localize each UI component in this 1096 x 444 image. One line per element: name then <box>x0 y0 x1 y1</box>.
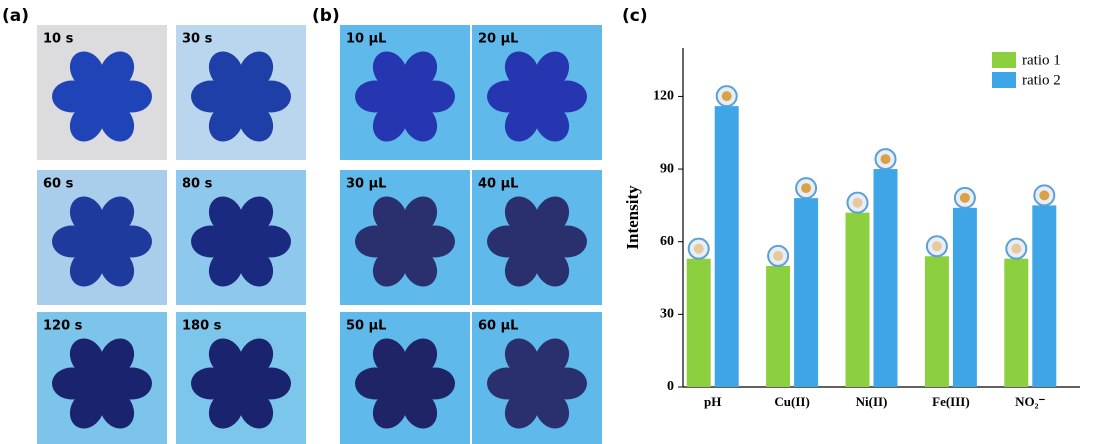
center <box>515 75 559 119</box>
bar <box>925 256 949 387</box>
y-axis-title: Intensity <box>623 185 642 250</box>
vial-dot <box>1039 190 1049 200</box>
vial-dot <box>773 251 783 261</box>
panel-label: (c) <box>622 6 648 26</box>
center <box>80 220 124 264</box>
panel-label: (a) <box>2 6 29 26</box>
legend-swatch <box>992 52 1016 68</box>
tile-caption: 80 s <box>182 177 213 192</box>
x-tick-label: pH <box>704 394 721 409</box>
tile-caption: 30 µL <box>346 177 386 192</box>
tile-caption: 20 µL <box>478 32 518 47</box>
tile-caption: 60 µL <box>478 319 518 334</box>
bar <box>1032 205 1056 387</box>
center <box>515 362 559 406</box>
tile-caption: 30 s <box>182 32 213 47</box>
y-tick-label: 30 <box>660 307 674 322</box>
tile-caption: 40 µL <box>478 177 518 192</box>
x-tick-label: Fe(III) <box>932 394 970 409</box>
x-tick-label: NO₂⁻ <box>1015 394 1045 409</box>
bar <box>687 259 711 387</box>
x-tick-label: Cu(II) <box>774 394 809 409</box>
bar <box>846 213 870 387</box>
center <box>219 75 263 119</box>
y-tick-label: 60 <box>660 234 674 249</box>
y-tick-label: 0 <box>667 379 674 394</box>
tile-caption: 10 s <box>43 32 74 47</box>
tile-caption: 50 µL <box>346 319 386 334</box>
y-tick-label: 120 <box>653 89 674 104</box>
tile-caption: 10 µL <box>346 32 386 47</box>
bar <box>874 169 898 387</box>
center <box>219 220 263 264</box>
vial-dot <box>801 183 811 193</box>
center <box>80 362 124 406</box>
bar <box>794 198 818 387</box>
vial-dot <box>1011 244 1021 254</box>
bar <box>1004 259 1028 387</box>
y-tick-label: 90 <box>660 161 674 176</box>
tile-caption: 120 s <box>43 319 83 334</box>
vial-dot <box>722 91 732 101</box>
bar <box>715 106 739 387</box>
panel-label: (b) <box>312 6 340 26</box>
tile-caption: 180 s <box>182 319 222 334</box>
center <box>383 362 427 406</box>
center <box>219 362 263 406</box>
center <box>80 75 124 119</box>
legend-label: ratio 1 <box>1022 52 1061 68</box>
tile-caption: 60 s <box>43 177 74 192</box>
center <box>515 220 559 264</box>
legend-swatch <box>992 72 1016 88</box>
x-tick-label: Ni(II) <box>856 394 888 409</box>
bar <box>766 266 790 387</box>
center <box>383 220 427 264</box>
legend-label: ratio 2 <box>1022 72 1061 88</box>
center <box>383 75 427 119</box>
vial-dot <box>881 154 891 164</box>
figure: (a) (b) (c) 10 s 30 s 60 s 80 s 120 s 180 s 10… <box>0 0 1096 444</box>
vial-dot <box>932 241 942 251</box>
vial-dot <box>694 244 704 254</box>
vial-dot <box>853 198 863 208</box>
bar <box>953 208 977 387</box>
vial-dot <box>960 193 970 203</box>
